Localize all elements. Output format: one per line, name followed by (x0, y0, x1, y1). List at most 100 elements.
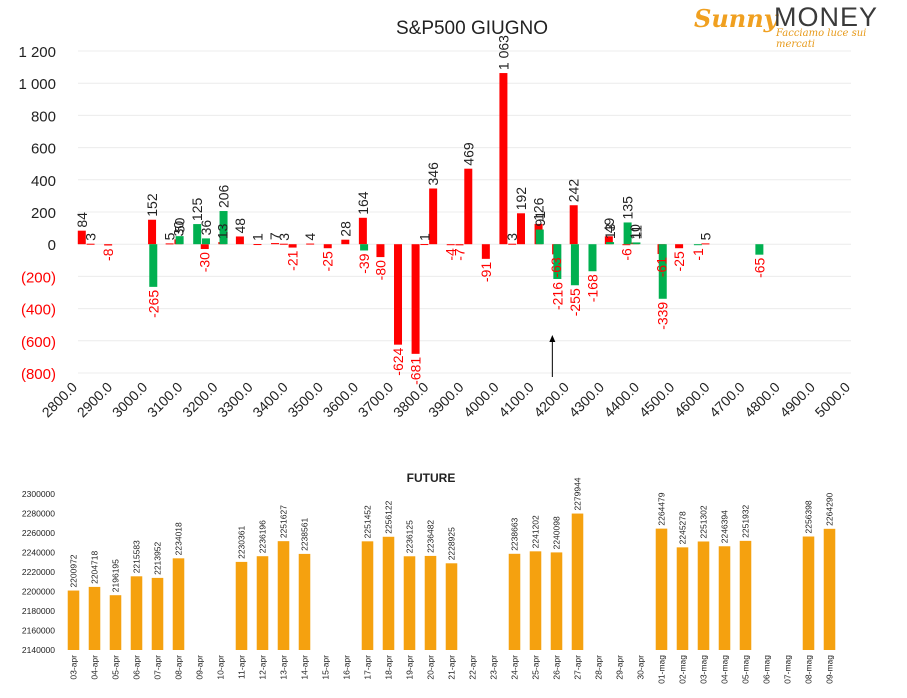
bar (193, 224, 202, 245)
x-tick-label: 2900.0 (74, 379, 116, 421)
sunny-money-logo: Sunny MONEY Facciamo luce sui mercati (688, 2, 898, 50)
future-value-label: 2251932 (741, 505, 751, 538)
future-x-tick-label: 22-apr (468, 655, 478, 680)
future-value-label: 2279944 (573, 477, 583, 510)
data-label: 84 (74, 212, 90, 228)
future-value-label: 2245278 (678, 511, 688, 544)
future-x-tick-label: 21-apr (447, 655, 457, 680)
future-bar (445, 563, 458, 650)
bar (279, 243, 288, 245)
future-bar (361, 541, 374, 650)
future-x-tick-label: 02-mag (678, 655, 688, 684)
future-y-tick-label: 2160000 (22, 626, 55, 636)
data-label: -1 (690, 248, 706, 261)
future-value-label: 2251452 (363, 505, 373, 538)
bar (604, 236, 613, 245)
future-x-tick-label: 10-apr (216, 655, 226, 680)
future-value-label: 2236196 (258, 520, 268, 553)
bar (323, 244, 332, 249)
future-value-label: 2236482 (426, 520, 436, 553)
data-label: -624 (390, 347, 406, 375)
data-label: 242 (566, 179, 582, 203)
data-label: -61 (654, 257, 670, 277)
future-x-tick-label: 28-apr (594, 655, 604, 680)
data-label: 50 (172, 217, 188, 233)
future-bar (235, 561, 248, 650)
future-x-tick-label: 07-apr (153, 655, 163, 680)
bar (446, 244, 455, 246)
future-x-tick-label: 18-apr (384, 655, 394, 680)
future-value-label: 2251302 (699, 505, 709, 538)
future-x-tick-label: 04-mag (720, 655, 730, 684)
future-x-tick-label: 08-mag (804, 655, 814, 684)
bar (693, 244, 702, 246)
y-tick-label: (800) (21, 366, 56, 383)
bar (481, 244, 490, 259)
bar (569, 205, 578, 245)
future-value-label: 2240098 (552, 516, 562, 549)
data-label: -63 (548, 257, 564, 277)
data-label: -25 (671, 251, 687, 271)
data-label: -65 (751, 257, 767, 277)
future-y-tick-label: 2280000 (22, 509, 55, 519)
data-label: -6 (618, 248, 634, 261)
data-label: 206 (216, 184, 232, 208)
y-tick-label: 800 (31, 108, 56, 125)
data-label: -339 (655, 302, 671, 330)
data-label: 13 (602, 223, 618, 239)
x-tick-label: 4000.0 (460, 379, 502, 421)
bar (253, 244, 262, 246)
future-bar (697, 541, 710, 650)
data-label: 192 (513, 187, 529, 211)
data-label: 125 (189, 198, 205, 222)
y-tick-label: 200 (31, 205, 56, 222)
x-tick-label: 4200.0 (530, 379, 572, 421)
data-label: 3 (504, 233, 520, 241)
future-bar (403, 556, 416, 650)
future-x-tick-label: 05-apr (111, 655, 121, 680)
bar (341, 239, 350, 245)
future-y-tick-label: 2220000 (22, 567, 55, 577)
future-value-label: 2234018 (174, 522, 184, 555)
future-value-label: 2236125 (405, 520, 415, 553)
future-x-tick-label: 13-apr (279, 655, 289, 680)
future-x-tick-label: 05-mag (741, 655, 751, 684)
future-x-tick-label: 27-apr (573, 655, 583, 680)
future-x-tick-label: 09-mag (825, 655, 835, 684)
y-tick-label: 400 (31, 173, 56, 190)
bar (701, 243, 710, 245)
future-x-tick-label: 24-apr (510, 655, 520, 680)
data-label: -255 (567, 288, 583, 316)
bar (606, 242, 615, 245)
bar (499, 73, 508, 245)
future-x-tick-label: 08-apr (174, 655, 184, 680)
future-value-label: 2251627 (279, 505, 289, 538)
future-x-tick-label: 03-apr (69, 655, 79, 680)
future-bar (130, 576, 143, 650)
bar (516, 213, 525, 245)
future-bar (655, 528, 668, 650)
future-x-tick-label: 25-apr (531, 655, 541, 680)
future-y-tick-label: 2260000 (22, 528, 55, 538)
data-label: 1 063 (495, 35, 511, 70)
future-chart: FUTURE 2140000 2160000 2180000 2200000 22200… (22, 471, 836, 684)
future-value-label: 2256122 (384, 500, 394, 533)
bar (200, 244, 209, 250)
future-bar (151, 577, 164, 650)
data-label: -21 (285, 250, 301, 270)
data-label: -4 (443, 248, 459, 261)
future-bar (382, 536, 395, 650)
future-x-tick-label: 16-apr (342, 655, 352, 680)
bar (175, 236, 184, 245)
future-x-tick-label: 04-apr (90, 655, 100, 680)
future-value-label: 2264479 (657, 492, 667, 525)
future-x-tick-label: 29-apr (615, 655, 625, 680)
marker-arrow-head (549, 335, 556, 342)
future-x-tick-label: 15-apr (321, 655, 331, 680)
x-tick-label: 3200.0 (179, 379, 221, 421)
bar (420, 244, 429, 246)
y-tick-label: 1 200 (18, 44, 56, 61)
x-tick-label: 4300.0 (566, 379, 608, 421)
data-label: 4 (302, 233, 318, 241)
future-value-label: 2200972 (69, 554, 79, 587)
